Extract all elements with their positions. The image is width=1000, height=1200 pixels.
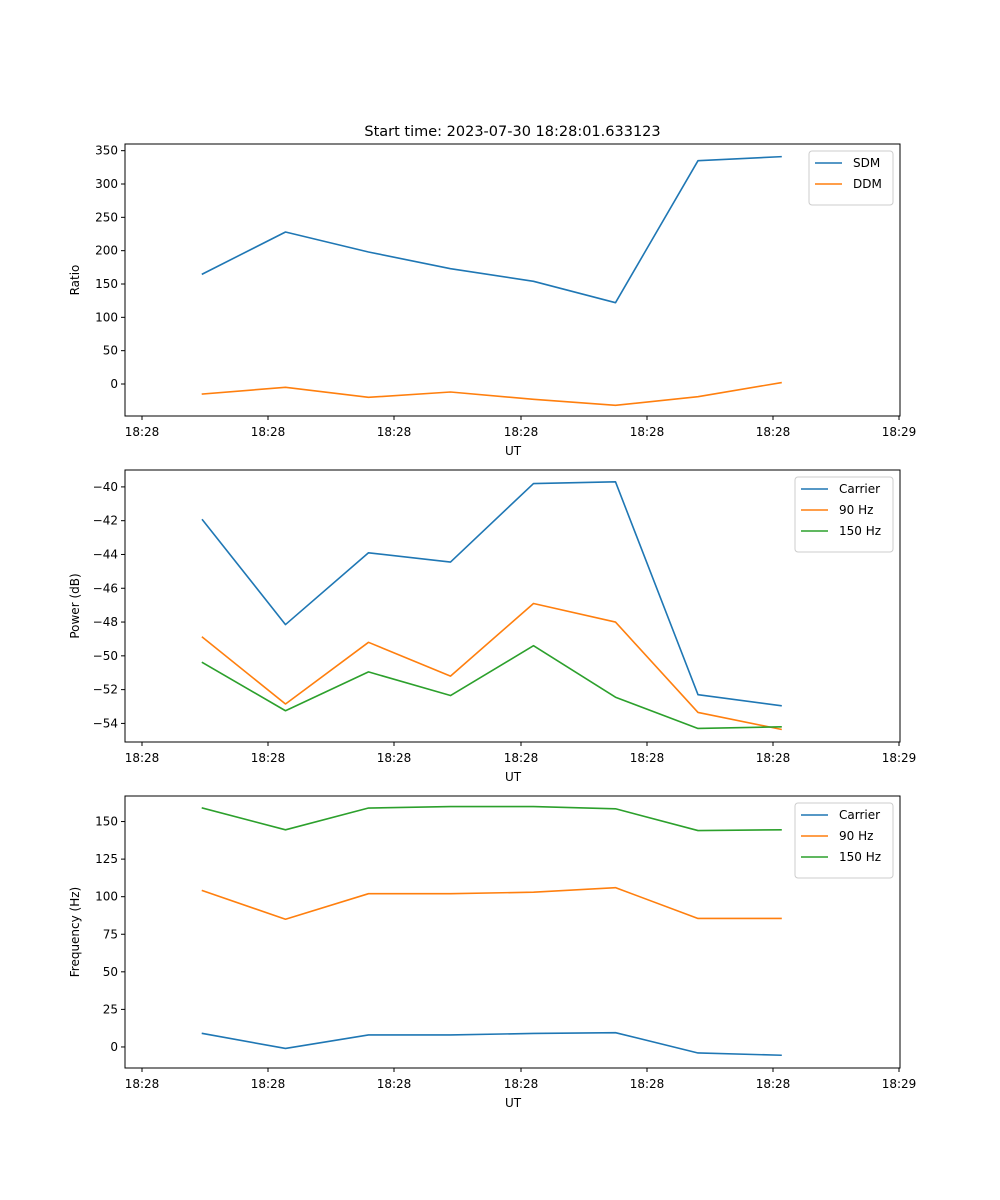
power-y-tick-label: −42 (93, 514, 118, 528)
power-x-tick-label: 18:28 (251, 751, 286, 765)
ratio-y-tick-label: 300 (95, 177, 118, 191)
ratio-legend: SDM DDM (808, 150, 894, 206)
ratio-y-axis-label: Ratio (68, 265, 82, 296)
frequency-axes-frame (124, 795, 901, 1069)
ratio-x-axis-label: UT (505, 444, 522, 458)
ratio-y-tick-label: 350 (95, 144, 118, 158)
power-y-tick-label: −46 (93, 581, 118, 595)
power-series-carrier (201, 481, 782, 707)
frequency-panel: 0 25 50 75 100 125 150 18:28 18:28 18:28 18:28 18:2… (68, 795, 917, 1110)
power-legend-label: 150 Hz (839, 524, 881, 538)
frequency-y-tick-label: 75 (103, 927, 118, 941)
power-x-tick-label: 18:28 (125, 751, 160, 765)
frequency-y-axis-label: Frequency (Hz) (68, 887, 82, 978)
ratio-x-tick-label: 18:28 (251, 425, 286, 439)
frequency-series-90-hz (201, 886, 782, 921)
frequency-legend-box (794, 802, 894, 879)
frequency-y-tick-label: 150 (95, 815, 118, 829)
power-panel: −54 −52 −50 −48 −46 −44 −42 −40 18:28 18:28 18:28 1… (68, 469, 917, 784)
power-y-tick-label: −50 (93, 649, 118, 663)
frequency-y-tick-label: 125 (95, 852, 118, 866)
frequency-legend: Carrier 90 Hz 150 Hz (794, 802, 894, 879)
ratio-x-tick-label: 18:28 (125, 425, 160, 439)
frequency-series-carrier (201, 1031, 782, 1057)
frequency-x-tick-label: 18:28 (251, 1077, 286, 1091)
frequency-x-tick-label: 18:28 (756, 1077, 791, 1091)
power-series-90-hz (201, 602, 782, 731)
power-y-tick-label: −48 (93, 615, 118, 629)
frequency-x-tick-label: 18:28 (504, 1077, 539, 1091)
power-series-150-hz (201, 644, 782, 730)
ratio-series-ddm (201, 381, 782, 407)
frequency-x-tick-label: 18:28 (630, 1077, 665, 1091)
power-legend-label: 90 Hz (839, 503, 873, 517)
power-y-axis-label: Power (dB) (68, 573, 82, 638)
ratio-x-tick-label: 18:29 (882, 425, 917, 439)
ratio-y-tick-label: 250 (95, 210, 118, 224)
ratio-panel: 0 50 100 150 200 250 300 350 18:28 18:28 18:28 18:2… (68, 143, 917, 458)
ratio-x-tick-label: 18:28 (377, 425, 412, 439)
power-legend: Carrier 90 Hz 150 Hz (794, 476, 894, 553)
ratio-legend-label: DDM (853, 177, 882, 191)
ratio-axes-frame (124, 143, 901, 417)
power-y-tick-label: −54 (93, 716, 118, 730)
frequency-y-tick-label: 50 (103, 965, 118, 979)
power-axes-frame (124, 469, 901, 743)
ratio-y-tick-label: 200 (95, 244, 118, 258)
power-x-tick-label: 18:29 (882, 751, 917, 765)
power-x-tick-label: 18:28 (377, 751, 412, 765)
ratio-x-tick-label: 18:28 (630, 425, 665, 439)
power-y-tick-label: −44 (93, 547, 118, 561)
power-y-tick-label: −52 (93, 683, 118, 697)
ratio-legend-box (808, 150, 894, 206)
frequency-legend-label: 90 Hz (839, 829, 873, 843)
power-x-tick-label: 18:28 (756, 751, 791, 765)
power-x-tick-label: 18:28 (630, 751, 665, 765)
frequency-legend-label: 150 Hz (839, 850, 881, 864)
ratio-x-tick-label: 18:28 (504, 425, 539, 439)
ratio-legend-label: SDM (853, 156, 880, 170)
frequency-x-tick-label: 18:29 (882, 1077, 917, 1091)
ratio-y-tick-label: 150 (95, 277, 118, 291)
frequency-x-axis-label: UT (505, 1096, 522, 1110)
frequency-x-tick-label: 18:28 (125, 1077, 160, 1091)
frequency-y-tick-label: 25 (103, 1002, 118, 1016)
frequency-y-tick-label: 100 (95, 890, 118, 904)
frequency-x-tick-label: 18:28 (377, 1077, 412, 1091)
ratio-y-tick-label: 100 (95, 310, 118, 324)
ratio-series-sdm (201, 155, 782, 304)
frequency-series-150-hz (201, 805, 782, 832)
power-y-tick-label: −40 (93, 480, 118, 494)
power-x-tick-label: 18:28 (504, 751, 539, 765)
ratio-x-tick-label: 18:28 (756, 425, 791, 439)
chart-title: Start time: 2023-07-30 18:28:01.633123 (364, 124, 660, 140)
ratio-y-tick-label: 0 (110, 377, 118, 391)
frequency-y-tick-label: 0 (110, 1040, 118, 1054)
frequency-legend-label: Carrier (839, 808, 880, 822)
power-legend-label: Carrier (839, 482, 880, 496)
power-x-axis-label: UT (505, 770, 522, 784)
ratio-y-tick-label: 50 (103, 344, 118, 358)
power-legend-box (794, 476, 894, 553)
